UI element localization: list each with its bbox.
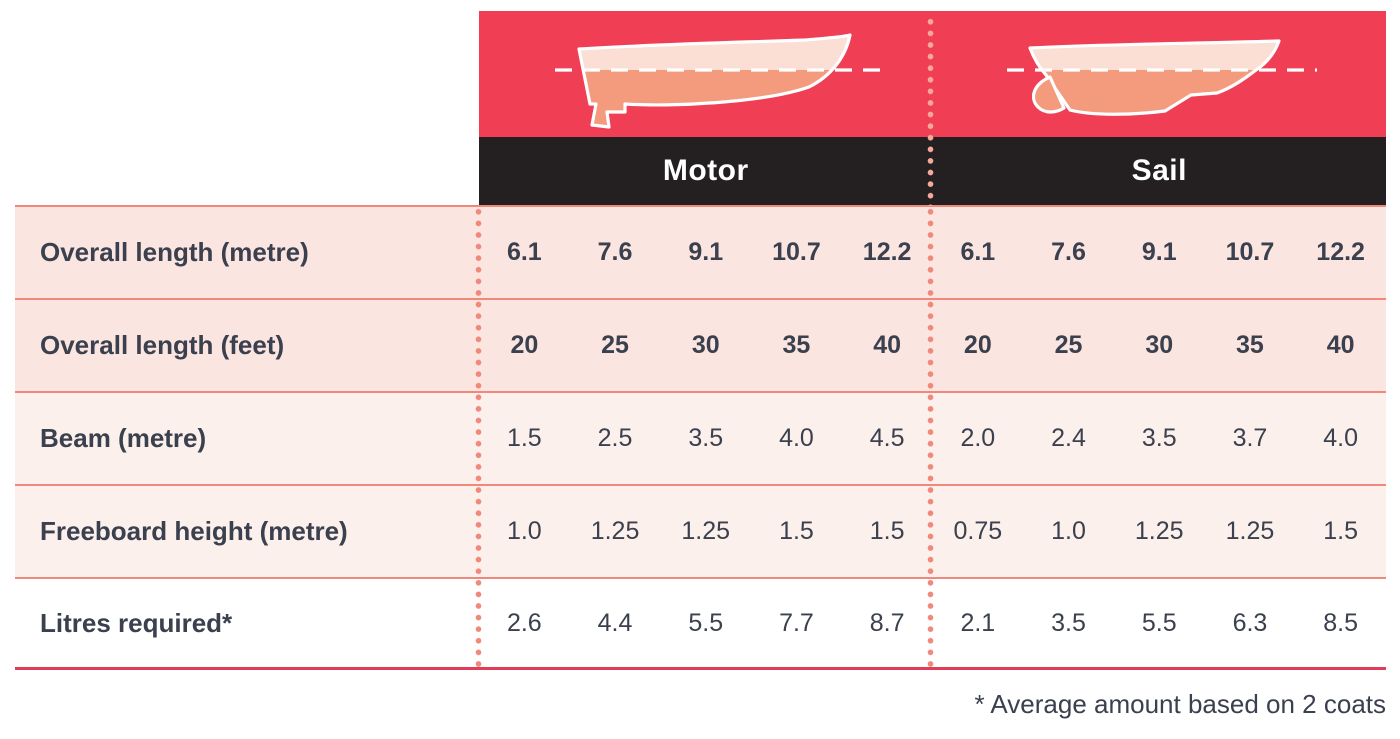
table-row: Overall length (feet) 20 25 30 35 40 20 25 30 35 4… xyxy=(15,298,1386,391)
value-cell-sail: 12.2 xyxy=(1316,238,1365,266)
table-row: Litres required* 2.6 4.4 5.5 7.7 8.7 2.1 3.5 5.5… xyxy=(15,577,1386,670)
value-cell-motor: 1.5 xyxy=(779,517,814,545)
value-cell-motor: 5.5 xyxy=(688,608,724,637)
table-row: Overall length (metre) 6.1 7.6 9.1 10.7 12.2 6… xyxy=(15,205,1386,298)
table-row: Freeboard height (metre) 1.0 1.25 1.25 1.5 1.… xyxy=(15,484,1386,577)
value-cell-motor: 1.5 xyxy=(506,424,542,452)
dotted-separator-motor-sail-body xyxy=(927,206,934,670)
value-cell-sail: 1.0 xyxy=(1051,517,1086,545)
value-cell-motor: 35 xyxy=(782,331,811,359)
value-cell-sail: 2.1 xyxy=(960,608,996,637)
value-cell-sail: 30 xyxy=(1145,331,1174,359)
value-cell-sail: 3.5 xyxy=(1141,424,1177,452)
value-cell-sail: 6.3 xyxy=(1232,608,1268,637)
value-cell-motor: 12.2 xyxy=(862,238,912,266)
value-cell-motor: 2.6 xyxy=(506,608,542,637)
value-cell-sail: 20 xyxy=(963,331,992,359)
value-cell-motor: 1.0 xyxy=(506,517,542,545)
value-cell-sail: 3.7 xyxy=(1232,424,1268,452)
value-cell-sail: 1.5 xyxy=(1323,517,1359,545)
value-cell-sail: 9.1 xyxy=(1141,238,1177,266)
value-cell-sail: 2.4 xyxy=(1051,424,1086,452)
motor-boat-icon xyxy=(555,33,883,129)
value-cell-sail: 7.6 xyxy=(1051,238,1086,266)
value-cell-motor: 30 xyxy=(691,331,720,359)
value-cell-motor: 7.7 xyxy=(779,608,814,637)
value-cell-motor: 4.5 xyxy=(869,424,905,452)
keel-rudder-shape xyxy=(1031,75,1066,114)
value-cell-motor: 2.5 xyxy=(597,424,633,452)
table-row: Beam (metre) 1.5 2.5 3.5 4.0 4.5 2.0 2.4 3.5 3.7 4… xyxy=(15,391,1386,484)
value-cell-motor: 40 xyxy=(873,331,902,359)
row-label: Overall length (metre) xyxy=(40,237,309,267)
value-cell-motor: 20 xyxy=(510,331,539,359)
value-cell-sail: 40 xyxy=(1326,331,1355,359)
footnote: * Average amount based on 2 coats xyxy=(974,689,1386,719)
value-cell-sail: 4.0 xyxy=(1323,424,1359,452)
value-cell-sail: 25 xyxy=(1054,331,1083,359)
row-label: Overall length (feet) xyxy=(40,330,285,360)
value-cell-motor: 1.25 xyxy=(681,517,731,545)
dotted-separator-motor-sail-header xyxy=(927,16,934,206)
spec-table-rows: Overall length (metre) 6.1 7.6 9.1 10.7 12.2 6… xyxy=(15,205,1386,670)
value-cell-motor: 25 xyxy=(601,331,629,359)
value-cell-sail: 1.25 xyxy=(1134,517,1184,545)
value-cell-sail: 5.5 xyxy=(1141,608,1177,637)
value-cell-sail: 2.0 xyxy=(960,424,996,452)
dotted-separator-labels xyxy=(475,206,482,670)
row-label: Freeboard height (metre) xyxy=(40,516,348,546)
value-cell-motor: 4.0 xyxy=(779,424,814,452)
value-cell-motor: 3.5 xyxy=(688,424,724,452)
value-cell-motor: 1.25 xyxy=(590,517,640,545)
value-cell-sail: 35 xyxy=(1236,331,1264,359)
value-cell-sail: 6.1 xyxy=(960,238,996,266)
sail-boat-icon xyxy=(1007,39,1317,116)
value-cell-sail: 3.5 xyxy=(1051,608,1086,637)
value-cell-sail: 1.25 xyxy=(1225,517,1275,545)
sail-column-header: Sail xyxy=(1131,154,1187,187)
value-cell-motor: 1.5 xyxy=(869,517,905,545)
motor-column-header: Motor xyxy=(662,154,749,187)
value-cell-motor: 9.1 xyxy=(688,238,724,266)
value-cell-sail: 8.5 xyxy=(1323,608,1359,637)
value-cell-motor: 8.7 xyxy=(869,608,905,637)
value-cell-motor: 10.7 xyxy=(772,238,821,266)
row-label: Beam (metre) xyxy=(40,423,207,453)
row-label: Litres required* xyxy=(40,607,233,638)
value-cell-sail: 10.7 xyxy=(1225,238,1275,266)
value-cell-sail: 0.75 xyxy=(953,517,1003,545)
value-cell-motor: 6.1 xyxy=(506,238,542,266)
value-cell-motor: 4.4 xyxy=(597,608,633,637)
value-cell-motor: 7.6 xyxy=(597,238,633,266)
